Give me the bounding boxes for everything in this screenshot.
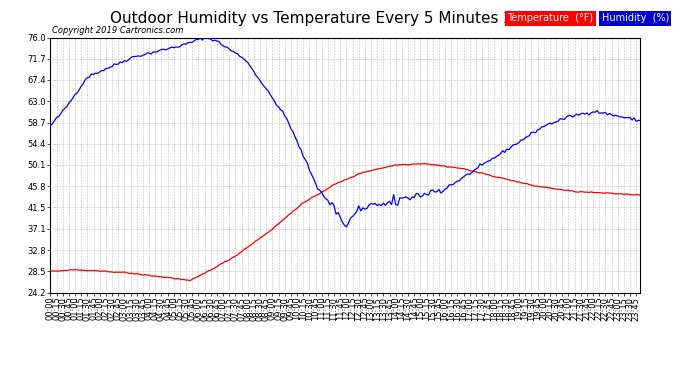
- Text: Outdoor Humidity vs Temperature Every 5 Minutes 20190401: Outdoor Humidity vs Temperature Every 5 …: [110, 11, 580, 26]
- Text: Temperature  (°F): Temperature (°F): [507, 13, 593, 23]
- Text: Copyright 2019 Cartronics.com: Copyright 2019 Cartronics.com: [52, 26, 183, 35]
- Text: Humidity  (%): Humidity (%): [602, 13, 669, 23]
